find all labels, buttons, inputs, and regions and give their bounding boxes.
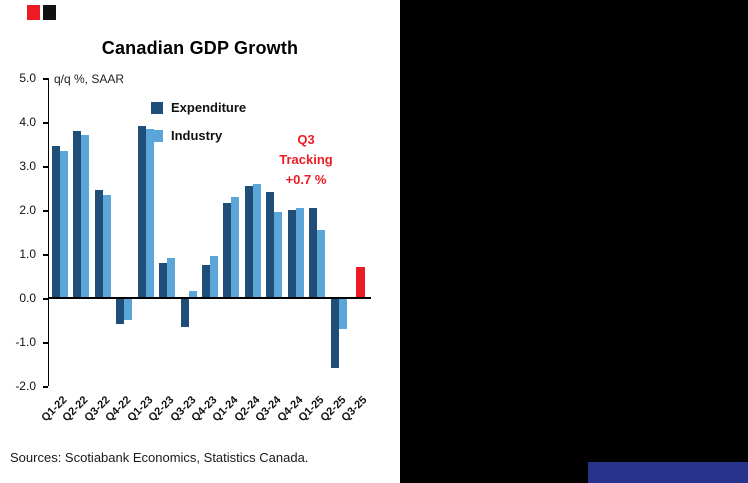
legend: Expenditure Industry xyxy=(151,100,246,156)
y-axis-unit-label: q/q %, SAAR xyxy=(54,72,125,86)
bar-industry xyxy=(295,207,304,298)
legend-item-expenditure: Expenditure xyxy=(151,100,246,115)
bar-expenditure xyxy=(51,146,60,298)
logo-dark-square xyxy=(43,5,56,20)
bar-industry xyxy=(145,128,154,298)
bar-expenditure xyxy=(244,185,253,298)
legend-label-expenditure: Expenditure xyxy=(171,100,247,115)
bar-tracking xyxy=(355,267,365,298)
bar-industry xyxy=(102,194,111,298)
tracking-annotation: Q3 Tracking +0.7 % xyxy=(261,130,351,190)
bar-industry xyxy=(59,150,68,298)
logo-red-square xyxy=(27,5,40,20)
y-tick-mark xyxy=(43,254,48,256)
annotation-line-3: +0.7 % xyxy=(285,172,327,188)
bar-industry xyxy=(231,196,240,298)
bar-expenditure xyxy=(116,298,125,325)
bar-expenditure xyxy=(94,190,103,298)
bar-expenditure xyxy=(180,298,189,327)
y-tick-mark xyxy=(43,386,48,388)
industry-swatch-icon xyxy=(151,129,163,142)
bar-expenditure xyxy=(309,207,318,298)
bar-expenditure xyxy=(287,210,296,298)
bar-industry xyxy=(81,135,90,298)
bar-industry xyxy=(317,229,326,298)
plot-area: Expenditure Industry Q3 Tracking +0.7 % xyxy=(43,78,371,388)
annotation-line-1: Q3 xyxy=(297,132,315,147)
footer-accent-bar xyxy=(588,462,748,483)
bar-expenditure xyxy=(159,262,168,298)
y-tick-mark xyxy=(43,298,48,300)
bar-industry xyxy=(188,291,197,298)
expenditure-swatch-icon xyxy=(151,101,163,114)
bar-expenditure xyxy=(202,265,210,298)
y-axis: 5.0 4.0 3.0 2.0 1.0 0.0 -1.0 -2.0 xyxy=(0,71,44,393)
y-tick-mark xyxy=(43,78,48,80)
y-tick-label: 1.0 xyxy=(19,247,36,261)
legend-item-industry: Industry xyxy=(151,128,246,143)
y-tick-label: 0.0 xyxy=(19,291,36,305)
annotation-line-2: Tracking xyxy=(279,152,333,168)
y-tick-label: 5.0 xyxy=(19,71,36,85)
y-tick-label: -2.0 xyxy=(15,379,36,393)
legend-label-industry: Industry xyxy=(171,128,223,143)
bar-industry xyxy=(252,183,261,298)
y-tick-mark xyxy=(43,342,48,344)
y-tick-mark xyxy=(43,122,48,124)
chart-card: Canadian GDP Growth q/q %, SAAR 5.0 4.0 3.… xyxy=(0,0,400,483)
bar-industry xyxy=(338,298,347,329)
bar-industry xyxy=(274,212,283,298)
bar-expenditure xyxy=(266,192,275,298)
chart-title: Canadian GDP Growth xyxy=(101,38,299,58)
bar-expenditure xyxy=(223,203,232,298)
y-tick-mark xyxy=(43,166,48,168)
bar-expenditure xyxy=(330,298,339,369)
y-tick-label: 3.0 xyxy=(19,159,36,173)
bar-expenditure xyxy=(137,126,146,298)
bar-industry xyxy=(210,256,218,298)
y-tick-label: 2.0 xyxy=(19,203,36,217)
bar-industry xyxy=(124,298,133,320)
zero-baseline xyxy=(49,297,371,299)
bar-industry xyxy=(167,258,176,298)
y-tick-label: -1.0 xyxy=(15,335,36,349)
y-tick-label: 4.0 xyxy=(19,115,36,129)
sources-text: Sources: Scotiabank Economics, Statistic… xyxy=(10,450,309,465)
x-axis-labels: Q1-22 Q2-22 Q3-22 Q4-22 Q1-23 Q2-23 Q3-23 Q4-23… xyxy=(39,388,378,452)
y-tick-mark xyxy=(43,210,48,212)
bar-expenditure xyxy=(73,130,82,298)
